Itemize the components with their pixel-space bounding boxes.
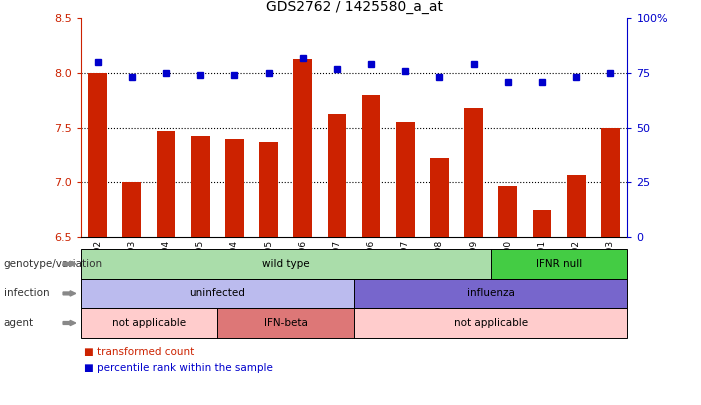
Bar <box>566 175 585 237</box>
Text: influenza: influenza <box>467 288 515 298</box>
Bar <box>601 128 620 237</box>
Bar <box>225 139 244 237</box>
Text: agent: agent <box>4 318 34 328</box>
Text: not applicable: not applicable <box>454 318 528 328</box>
Bar <box>533 209 552 237</box>
Bar <box>430 158 449 237</box>
Bar <box>498 185 517 237</box>
Bar <box>362 95 381 237</box>
Text: IFNR null: IFNR null <box>536 259 582 269</box>
Bar <box>293 59 312 237</box>
Bar <box>464 108 483 237</box>
Bar <box>123 182 142 237</box>
Text: ■ percentile rank within the sample: ■ percentile rank within the sample <box>84 363 273 373</box>
Text: not applicable: not applicable <box>112 318 186 328</box>
Text: uninfected: uninfected <box>189 288 245 298</box>
Bar <box>156 131 175 237</box>
Bar <box>88 73 107 237</box>
Bar <box>327 115 346 237</box>
Text: infection: infection <box>4 288 49 298</box>
Text: IFN-beta: IFN-beta <box>264 318 308 328</box>
Bar <box>259 142 278 237</box>
Text: genotype/variation: genotype/variation <box>4 259 102 269</box>
Text: ■ transformed count: ■ transformed count <box>84 347 194 357</box>
Bar <box>396 122 415 237</box>
Bar <box>191 136 210 237</box>
Title: GDS2762 / 1425580_a_at: GDS2762 / 1425580_a_at <box>266 0 442 15</box>
Text: wild type: wild type <box>262 259 309 269</box>
